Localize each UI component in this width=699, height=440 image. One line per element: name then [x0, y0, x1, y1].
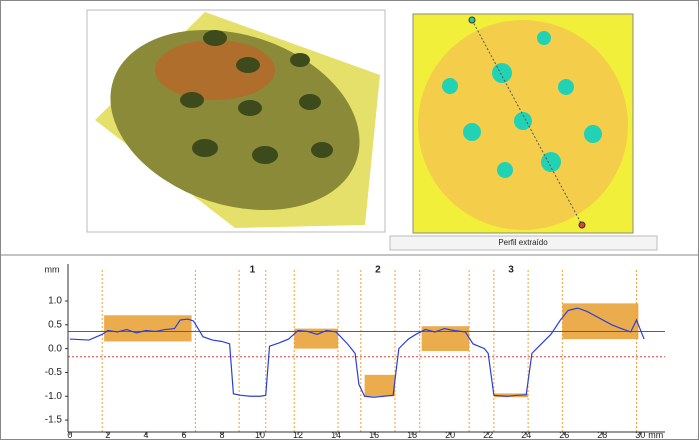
x-tick-label: 0 — [67, 430, 72, 440]
x-tick-label: 8 — [219, 430, 224, 440]
x-tick-label: 30 — [635, 430, 645, 440]
x-tick-label: 28 — [597, 430, 607, 440]
annotation: 3 — [508, 265, 514, 276]
region-box — [104, 315, 191, 341]
y-tick-label: -0.5 — [45, 367, 63, 378]
x-tick-label: 14 — [331, 430, 341, 440]
annotation: 1 — [250, 265, 256, 276]
annotation: 2 — [375, 265, 381, 276]
profile-end — [579, 222, 585, 228]
caption: Perfil extraído — [498, 238, 548, 247]
x-axis-label: mm — [648, 430, 663, 440]
x-tick-label: 12 — [293, 430, 303, 440]
x-tick-label: 20 — [445, 430, 455, 440]
x-tick-label: 22 — [483, 430, 493, 440]
x-tick-label: 10 — [255, 430, 265, 440]
y-tick-label: 0.0 — [48, 343, 62, 354]
x-tick-label: 4 — [143, 430, 148, 440]
x-tick-label: 26 — [559, 430, 569, 440]
y-tick-label: -1.5 — [45, 415, 63, 426]
screenshot: Perfil extraído 024681012141618202224262… — [0, 0, 699, 440]
region-box — [365, 375, 395, 396]
x-tick-label: 16 — [369, 430, 379, 440]
x-tick-label: 24 — [521, 430, 531, 440]
y-tick-label: 1.0 — [48, 296, 62, 307]
y-axis-label: mm — [45, 264, 60, 274]
y-tick-label: 0.5 — [48, 319, 62, 330]
x-tick-label: 6 — [181, 430, 186, 440]
x-tick-label: 18 — [407, 430, 417, 440]
x-tick-label: 2 — [105, 430, 110, 440]
y-tick-label: -1.0 — [45, 391, 63, 402]
profile-start — [469, 17, 475, 23]
